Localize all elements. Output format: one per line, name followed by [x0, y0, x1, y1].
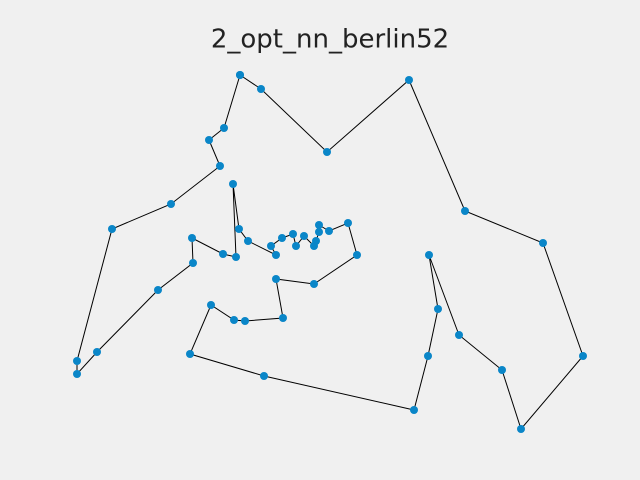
city-point: [93, 348, 101, 356]
city-point: [108, 225, 116, 233]
city-point: [289, 230, 297, 238]
city-point: [232, 253, 240, 261]
city-point: [461, 207, 469, 215]
city-point: [230, 316, 238, 324]
city-point: [229, 180, 237, 188]
city-point: [300, 232, 308, 240]
city-point: [410, 406, 418, 414]
city-point: [279, 314, 287, 322]
city-point: [405, 76, 413, 84]
city-point: [353, 251, 361, 259]
city-point: [257, 85, 265, 93]
city-point: [424, 352, 432, 360]
city-point: [189, 259, 197, 267]
city-point: [272, 275, 280, 283]
chart-title: 2_opt_nn_berlin52: [211, 25, 449, 55]
city-point: [188, 234, 196, 242]
city-point: [315, 221, 323, 229]
city-point: [219, 250, 227, 258]
city-point: [434, 305, 442, 313]
city-point: [241, 317, 249, 325]
city-point: [260, 372, 268, 380]
city-point: [539, 239, 547, 247]
city-point: [278, 234, 286, 242]
city-point: [325, 227, 333, 235]
city-point: [207, 301, 215, 309]
city-point: [579, 352, 587, 360]
city-point: [167, 200, 175, 208]
city-point: [310, 280, 318, 288]
city-point: [292, 242, 300, 250]
city-point: [272, 251, 280, 259]
city-point: [425, 251, 433, 259]
city-point: [220, 124, 228, 132]
city-point: [517, 425, 525, 433]
city-point: [154, 286, 162, 294]
city-point: [315, 228, 323, 236]
city-point: [216, 162, 224, 170]
city-point: [205, 136, 213, 144]
city-point: [323, 148, 331, 156]
city-point: [236, 71, 244, 79]
city-point: [73, 357, 81, 365]
city-point: [344, 219, 352, 227]
city-point: [498, 366, 506, 374]
city-point: [455, 331, 463, 339]
city-point: [186, 350, 194, 358]
city-point: [244, 237, 252, 245]
city-point: [310, 242, 318, 250]
city-point: [73, 370, 81, 378]
city-point: [267, 242, 275, 250]
city-point: [235, 225, 243, 233]
